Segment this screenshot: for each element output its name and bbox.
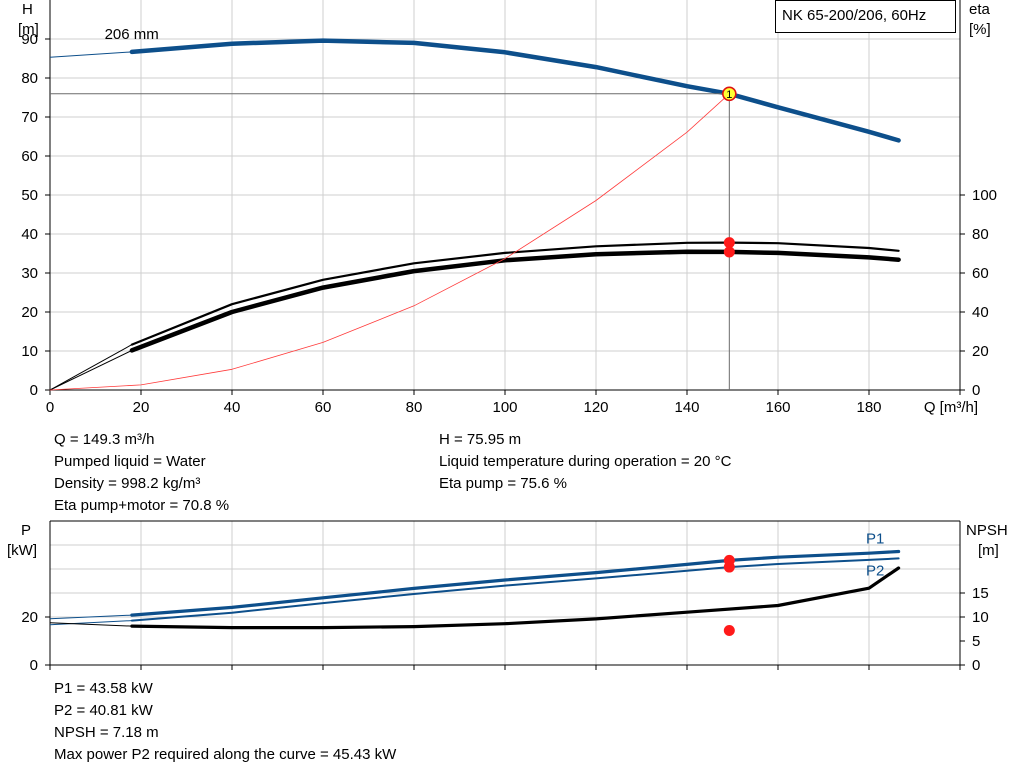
info-temperature: Liquid temperature during operation = 20…	[439, 453, 732, 470]
bottom-series-extension	[49, 614, 132, 620]
y-left-tick-label: 50	[21, 187, 38, 204]
bottom-series-line-1	[130, 557, 900, 622]
y-right-tick-label: 80	[972, 226, 989, 243]
bottom-series-extension	[49, 620, 132, 626]
y-left-tick-label: 10	[21, 343, 38, 360]
info-flow: Q = 149.3 m³/h	[54, 431, 155, 448]
x-tick-label: 80	[406, 399, 423, 416]
bottom-y-left-axis-unit: [kW]	[7, 542, 37, 559]
duty-point-label: 1	[726, 89, 732, 101]
top-series-extension	[49, 349, 133, 391]
bottom-y-right-tick-label: 10	[972, 609, 989, 626]
impeller-diameter-label: 206 mm	[105, 26, 159, 43]
bottom-y-right-axis-name: NPSH	[966, 522, 1008, 539]
info-max-power: Max power P2 required along the curve = …	[54, 746, 397, 763]
chart-title: NK 65-200/206, 60Hz	[782, 7, 927, 24]
info-liquid: Pumped liquid = Water	[54, 453, 206, 470]
x-tick-label: 140	[674, 399, 699, 416]
top-marker	[723, 246, 735, 258]
bottom-y-right-tick-label: 15	[972, 585, 989, 602]
bottom-y-right-tick-label: 0	[972, 657, 980, 674]
y-right-tick-label: 0	[972, 382, 980, 399]
y-right-axis-name: eta	[969, 1, 991, 18]
bottom-marker	[723, 561, 735, 573]
y-left-tick-label: 60	[21, 148, 38, 165]
y-left-axis-unit: [m]	[18, 21, 39, 38]
duty-info-left: Q = 149.3 m³/h Pumped liquid = Water Den…	[54, 429, 229, 517]
bottom-y-left-tick-label: 0	[30, 657, 38, 674]
bottom-marker	[723, 625, 735, 637]
top-series-line-2	[129, 249, 901, 353]
top-series-line-1	[130, 241, 900, 346]
y-left-axis-name: H	[22, 1, 33, 18]
info-density: Density = 998.2 kg/m³	[54, 475, 201, 492]
top-series-extension	[49, 344, 133, 391]
y-left-tick-label: 70	[21, 109, 38, 126]
bottom-series-line-0	[130, 549, 901, 617]
bottom-y-right-tick-label: 5	[972, 633, 980, 650]
y-left-tick-label: 20	[21, 304, 38, 321]
y-right-axis-unit: [%]	[969, 21, 991, 38]
y-right-tick-label: 20	[972, 343, 989, 360]
y-right-tick-label: 100	[972, 187, 997, 204]
series-label-p1: P1	[866, 530, 884, 547]
y-left-tick-label: 0	[30, 382, 38, 399]
info-p2: P2 = 40.81 kW	[54, 702, 153, 719]
chart-title-box: NK 65-200/206, 60Hz	[775, 0, 956, 33]
x-tick-label: 160	[765, 399, 790, 416]
series-label-p2: P2	[866, 562, 884, 579]
duty-point-marker	[722, 86, 737, 102]
power-info: P1 = 43.58 kW P2 = 40.81 kW NPSH = 7.18 …	[54, 678, 396, 766]
x-tick-label: 20	[133, 399, 150, 416]
info-eta-pump: Eta pump = 75.6 %	[439, 475, 567, 492]
info-npsh: NPSH = 7.18 m	[54, 724, 159, 741]
y-left-tick-label: 80	[21, 70, 38, 87]
info-eta-pump-motor: Eta pump+motor = 70.8 %	[54, 497, 230, 514]
info-p1: P1 = 43.58 kW	[54, 680, 153, 697]
x-tick-label: 100	[492, 399, 517, 416]
top-marker	[723, 237, 735, 249]
top-series-line-3	[49, 93, 730, 391]
duty-info-right: H = 75.95 m Liquid temperature during op…	[439, 429, 731, 495]
y-right-tick-label: 60	[972, 265, 989, 282]
y-right-tick-label: 40	[972, 304, 989, 321]
y-left-tick-label: 90	[21, 31, 38, 48]
bottom-series-extension	[49, 622, 132, 627]
bottom-y-right-axis-unit: [m]	[978, 542, 999, 559]
x-axis-label: Q [m³/h]	[924, 399, 978, 416]
y-left-tick-label: 30	[21, 265, 38, 282]
bottom-y-left-axis-name: P	[21, 522, 31, 539]
y-left-tick-label: 40	[21, 226, 38, 243]
x-tick-label: 40	[224, 399, 241, 416]
x-tick-label: 120	[583, 399, 608, 416]
top-series-line-0	[129, 38, 901, 143]
x-tick-label: 60	[315, 399, 332, 416]
x-tick-label: 180	[856, 399, 881, 416]
info-head: H = 75.95 m	[439, 431, 522, 448]
top-series-extension	[49, 51, 132, 58]
x-tick-label: 0	[46, 399, 54, 416]
bottom-y-left-tick-label: 20	[21, 609, 38, 626]
bottom-series-line-2	[130, 566, 901, 630]
